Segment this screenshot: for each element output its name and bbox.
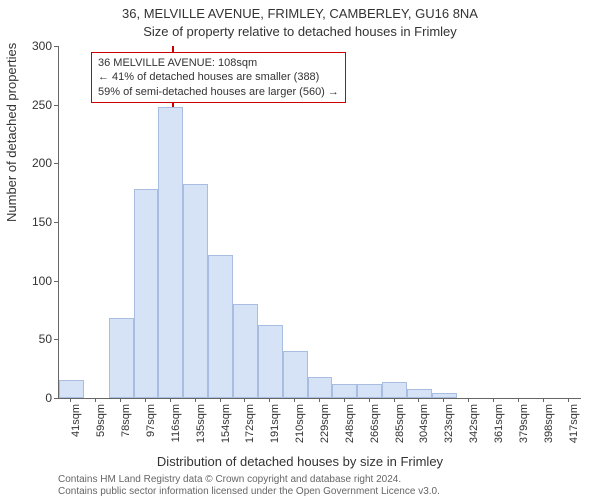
x-tick-label: 266sqm: [369, 404, 381, 454]
x-tick-label: 304sqm: [418, 404, 430, 454]
x-tick-label: 154sqm: [220, 404, 232, 454]
x-tick-mark: [319, 398, 320, 402]
x-tick-mark: [468, 398, 469, 402]
histogram-bar: [308, 377, 333, 398]
footnote: Contains HM Land Registry data © Crown c…: [58, 474, 440, 498]
y-tick-label: 200: [0, 156, 58, 170]
x-tick-mark: [120, 398, 121, 402]
x-tick-label: 342sqm: [468, 404, 480, 454]
y-tick-label: 150: [0, 215, 58, 229]
y-tick-mark: [54, 46, 58, 47]
x-tick-mark: [518, 398, 519, 402]
x-tick-mark: [493, 398, 494, 402]
x-tick-label: 59sqm: [95, 404, 107, 454]
x-tick-mark: [344, 398, 345, 402]
x-tick-label: 285sqm: [394, 404, 406, 454]
x-tick-mark: [244, 398, 245, 402]
x-tick-mark: [170, 398, 171, 402]
x-tick-mark: [543, 398, 544, 402]
x-tick-label: 210sqm: [294, 404, 306, 454]
footnote-line1: Contains HM Land Registry data © Crown c…: [58, 474, 440, 486]
x-tick-label: 116sqm: [170, 404, 182, 454]
x-tick-label: 135sqm: [195, 404, 207, 454]
x-tick-mark: [70, 398, 71, 402]
x-tick-label: 191sqm: [269, 404, 281, 454]
annotation-box: 36 MELVILLE AVENUE: 108sqm ← 41% of deta…: [91, 52, 346, 103]
histogram-bar: [183, 184, 208, 398]
histogram-bar: [382, 382, 407, 398]
x-tick-mark: [145, 398, 146, 402]
y-tick-mark: [54, 222, 58, 223]
y-tick-mark: [54, 398, 58, 399]
x-tick-mark: [394, 398, 395, 402]
x-tick-mark: [269, 398, 270, 402]
x-tick-mark: [443, 398, 444, 402]
histogram-bar: [407, 389, 432, 398]
footnote-line2: Contains public sector information licen…: [58, 486, 440, 498]
annotation-line1: 36 MELVILLE AVENUE: 108sqm: [98, 56, 339, 70]
y-tick-mark: [54, 163, 58, 164]
x-tick-label: 78sqm: [120, 404, 132, 454]
histogram-bar: [208, 255, 233, 398]
x-tick-mark: [220, 398, 221, 402]
x-tick-label: 97sqm: [145, 404, 157, 454]
x-axis-label: Distribution of detached houses by size …: [0, 454, 600, 469]
y-tick-mark: [54, 105, 58, 106]
x-tick-label: 323sqm: [443, 404, 455, 454]
x-tick-label: 379sqm: [518, 404, 530, 454]
page-title-line2: Size of property relative to detached ho…: [0, 24, 600, 39]
x-tick-mark: [369, 398, 370, 402]
histogram-bar: [59, 380, 84, 398]
histogram-bar: [332, 384, 357, 398]
histogram-bar: [233, 304, 258, 398]
histogram-bar: [134, 189, 159, 398]
x-tick-mark: [195, 398, 196, 402]
histogram-bar: [258, 325, 283, 398]
x-tick-label: 229sqm: [319, 404, 331, 454]
x-tick-label: 248sqm: [344, 404, 356, 454]
x-tick-label: 361sqm: [493, 404, 505, 454]
histogram-bar: [283, 351, 308, 398]
x-tick-label: 417sqm: [568, 404, 580, 454]
y-tick-mark: [54, 339, 58, 340]
y-tick-mark: [54, 281, 58, 282]
page-title-line1: 36, MELVILLE AVENUE, FRIMLEY, CAMBERLEY,…: [0, 6, 600, 21]
y-axis-label: Number of detached properties: [4, 43, 19, 222]
y-tick-label: 100: [0, 274, 58, 288]
histogram-plot: 36 MELVILLE AVENUE: 108sqm ← 41% of deta…: [58, 46, 581, 399]
y-tick-label: 0: [0, 391, 58, 405]
x-tick-mark: [95, 398, 96, 402]
histogram-bar: [109, 318, 134, 398]
histogram-bar: [357, 384, 382, 398]
x-tick-mark: [418, 398, 419, 402]
y-tick-label: 250: [0, 98, 58, 112]
y-tick-label: 300: [0, 39, 58, 53]
x-tick-label: 398sqm: [543, 404, 555, 454]
x-tick-mark: [568, 398, 569, 402]
histogram-bar: [158, 107, 183, 398]
x-tick-label: 172sqm: [244, 404, 256, 454]
annotation-line3: 59% of semi-detached houses are larger (…: [98, 85, 339, 99]
x-tick-label: 41sqm: [70, 404, 82, 454]
y-tick-label: 50: [0, 332, 58, 346]
x-tick-mark: [294, 398, 295, 402]
annotation-line2: ← 41% of detached houses are smaller (38…: [98, 70, 339, 84]
